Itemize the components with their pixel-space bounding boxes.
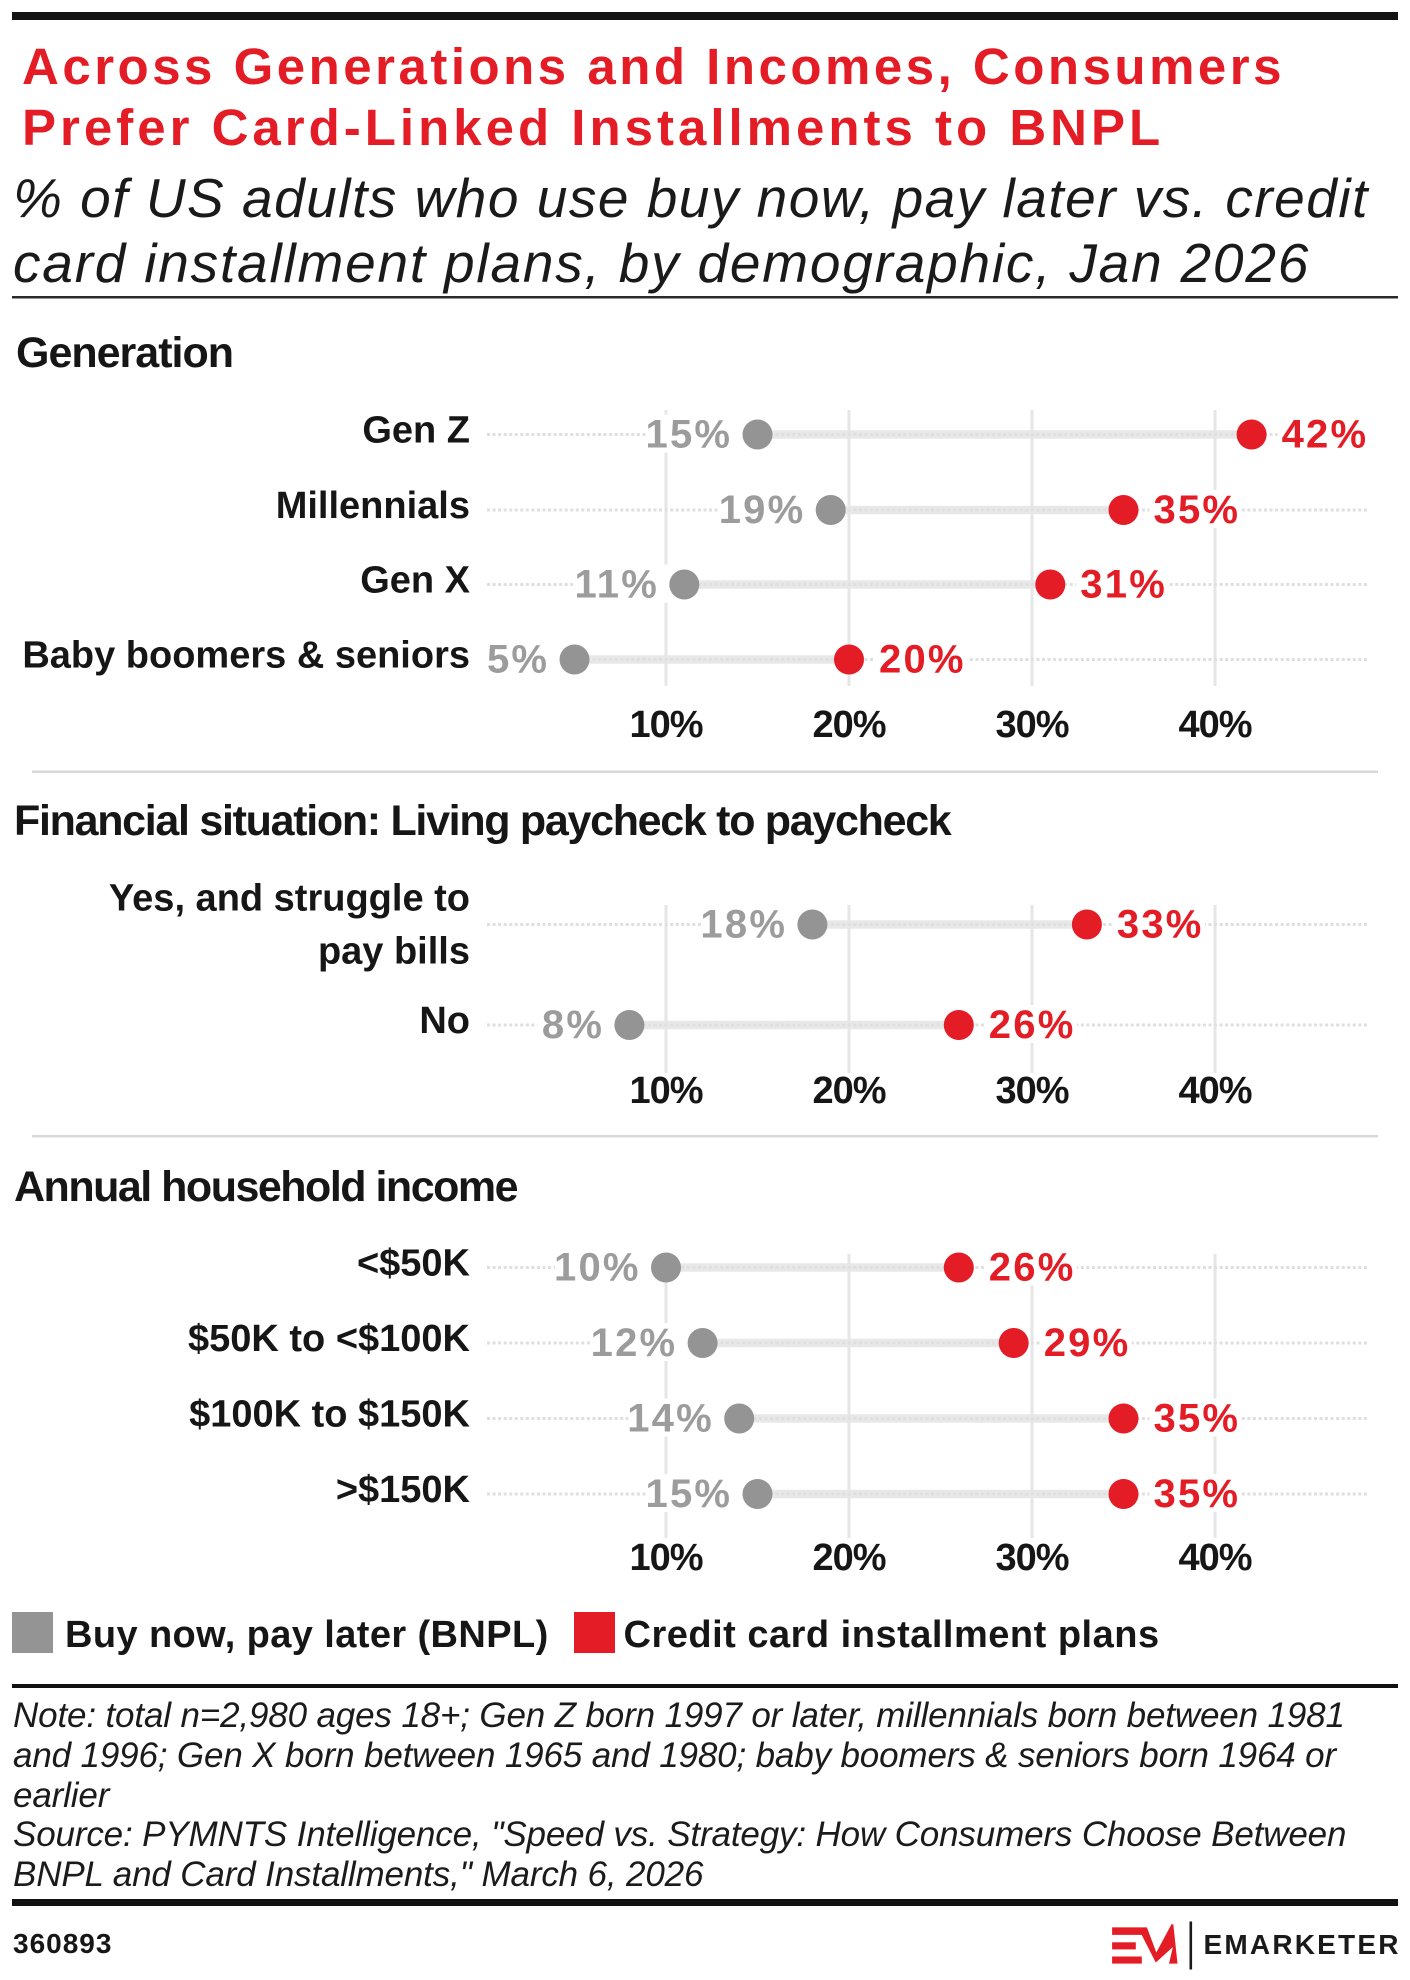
svg-text:29%: 29%	[1044, 1321, 1131, 1365]
svg-text:5%: 5%	[487, 638, 549, 682]
svg-text:40%: 40%	[1178, 1537, 1251, 1579]
svg-text:20%: 20%	[812, 1537, 885, 1579]
svg-text:Yes, and struggle to: Yes, and struggle to	[109, 878, 470, 920]
svg-text:Baby boomers & seniors: Baby boomers & seniors	[22, 635, 470, 677]
svg-text:30%: 30%	[995, 704, 1068, 746]
svg-text:Credit card installment plans: Credit card installment plans	[624, 1614, 1160, 1656]
svg-text:>$150K: >$150K	[336, 1469, 471, 1511]
svg-text:Annual household income: Annual household income	[14, 1163, 518, 1211]
svg-text:30%: 30%	[995, 1070, 1068, 1112]
svg-text:10%: 10%	[554, 1246, 641, 1290]
svg-text:8%: 8%	[542, 1003, 604, 1047]
svg-text:15%: 15%	[646, 413, 733, 457]
svg-text:26%: 26%	[989, 1003, 1076, 1047]
svg-text:$50K to <$100K: $50K to <$100K	[188, 1318, 471, 1360]
svg-text:10%: 10%	[629, 1070, 702, 1112]
svg-text:% of US adults who use buy now: % of US adults who use buy now, pay late…	[13, 167, 1370, 229]
svg-text:15%: 15%	[646, 1472, 733, 1516]
svg-text:Generation: Generation	[16, 329, 233, 377]
svg-text:Across Generations and Incomes: Across Generations and Incomes, Consumer…	[22, 38, 1285, 95]
svg-text:Gen Z: Gen Z	[362, 410, 470, 452]
svg-text:20%: 20%	[812, 704, 885, 746]
svg-text:40%: 40%	[1178, 1070, 1251, 1112]
svg-text:35%: 35%	[1154, 488, 1241, 532]
svg-text:$100K to $150K: $100K to $150K	[189, 1394, 470, 1436]
svg-text:card installment plans, by dem: card installment plans, by demographic, …	[13, 232, 1310, 294]
svg-text:19%: 19%	[719, 488, 806, 532]
svg-text:42%: 42%	[1282, 413, 1369, 457]
svg-text:No: No	[419, 1000, 470, 1042]
svg-text:18%: 18%	[700, 903, 787, 947]
svg-text:35%: 35%	[1154, 1472, 1241, 1516]
svg-text:Gen X: Gen X	[360, 560, 470, 602]
svg-text:Millennials: Millennials	[276, 485, 470, 527]
svg-text:10%: 10%	[629, 704, 702, 746]
svg-text:EMARKETER: EMARKETER	[1204, 1929, 1401, 1960]
svg-text:14%: 14%	[627, 1397, 714, 1441]
svg-text:BNPL and Card Installments," M: BNPL and Card Installments," March 6, 20…	[13, 1855, 704, 1894]
svg-text:Buy now, pay later (BNPL): Buy now, pay later (BNPL)	[65, 1614, 549, 1656]
svg-text:Financial situation: Living pa: Financial situation: Living paycheck to …	[14, 797, 952, 845]
svg-text:30%: 30%	[995, 1537, 1068, 1579]
svg-text:26%: 26%	[989, 1246, 1076, 1290]
svg-text:<$50K: <$50K	[357, 1243, 471, 1285]
svg-text:33%: 33%	[1117, 903, 1204, 947]
svg-text:20%: 20%	[879, 638, 966, 682]
svg-text:35%: 35%	[1154, 1397, 1241, 1441]
svg-text:11%: 11%	[575, 563, 659, 607]
svg-text:Note: total n=2,980 ages 18+;: Note: total n=2,980 ages 18+; Gen Z born…	[13, 1696, 1345, 1735]
svg-text:and 1996; Gen X born between 1: and 1996; Gen X born between 1965 and 19…	[13, 1736, 1337, 1775]
svg-text:12%: 12%	[591, 1321, 678, 1365]
svg-text:pay bills: pay bills	[318, 931, 470, 973]
svg-text:360893: 360893	[13, 1928, 112, 1959]
svg-text:31%: 31%	[1080, 563, 1167, 607]
svg-text:Prefer Card-Linked Installment: Prefer Card-Linked Installments to BNPL	[22, 99, 1164, 156]
svg-text:40%: 40%	[1178, 704, 1251, 746]
svg-text:20%: 20%	[812, 1070, 885, 1112]
svg-text:10%: 10%	[629, 1537, 702, 1579]
svg-text:Source: PYMNTS Intelligence, ": Source: PYMNTS Intelligence, "Speed vs. …	[13, 1815, 1346, 1854]
svg-text:earlier: earlier	[13, 1776, 111, 1815]
